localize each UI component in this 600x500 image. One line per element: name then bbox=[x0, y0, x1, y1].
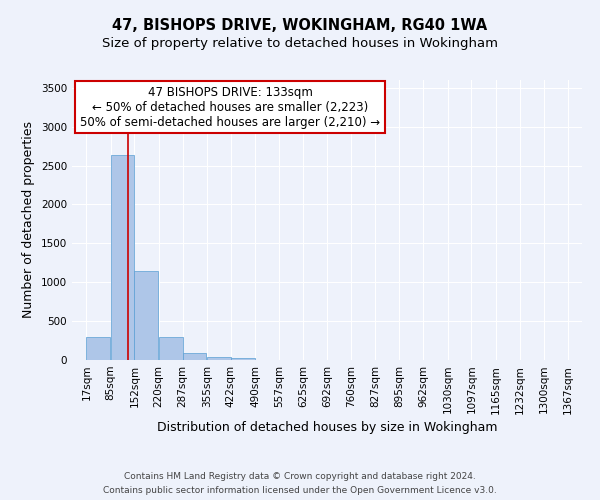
Bar bbox=[159, 336, 182, 360]
Text: Contains public sector information licensed under the Open Government Licence v3: Contains public sector information licen… bbox=[103, 486, 497, 495]
Bar bbox=[134, 272, 158, 360]
Bar bbox=[86, 338, 110, 360]
Text: Contains HM Land Registry data © Crown copyright and database right 2024.: Contains HM Land Registry data © Crown c… bbox=[124, 472, 476, 481]
Bar bbox=[231, 358, 254, 360]
Bar bbox=[110, 156, 134, 360]
Y-axis label: Number of detached properties: Number of detached properties bbox=[22, 122, 35, 318]
Bar bbox=[207, 357, 231, 360]
Text: 47, BISHOPS DRIVE, WOKINGHAM, RG40 1WA: 47, BISHOPS DRIVE, WOKINGHAM, RG40 1WA bbox=[112, 18, 488, 32]
Text: Size of property relative to detached houses in Wokingham: Size of property relative to detached ho… bbox=[102, 38, 498, 51]
Bar bbox=[182, 353, 206, 360]
Text: 47 BISHOPS DRIVE: 133sqm
← 50% of detached houses are smaller (2,223)
50% of sem: 47 BISHOPS DRIVE: 133sqm ← 50% of detach… bbox=[80, 86, 380, 128]
X-axis label: Distribution of detached houses by size in Wokingham: Distribution of detached houses by size … bbox=[157, 420, 497, 434]
